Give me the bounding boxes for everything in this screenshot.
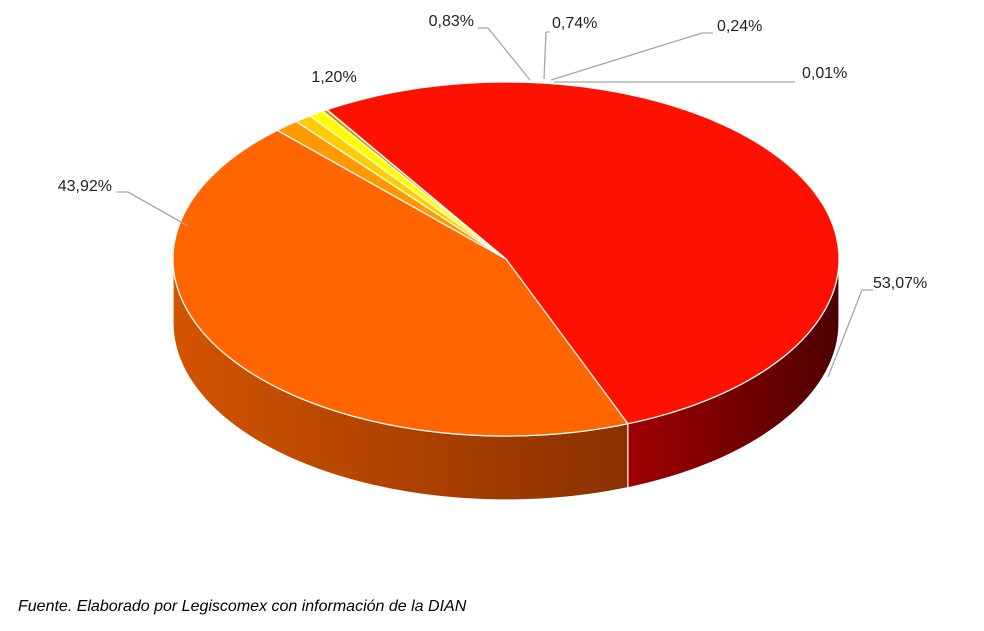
slice-label-7: 0,01% <box>802 65 847 82</box>
leader-line-5 <box>543 31 550 80</box>
slice-label-3: 1,20% <box>311 69 356 86</box>
pie-slice-2 <box>172 129 629 437</box>
source-note: Fuente. Elaborado por Legiscomex con inf… <box>18 598 467 615</box>
pie-tops <box>172 81 840 437</box>
pie-slice-7 <box>326 109 507 260</box>
slice-label-5: 0,74% <box>552 15 597 32</box>
leader-line-4 <box>478 27 531 81</box>
pie-labels: 53,07% 43,92% 1,20% 0,83% 0,74% 0,24% 0,01% <box>58 13 928 292</box>
leader-line-6 <box>550 32 713 81</box>
leader-line-2 <box>116 191 189 227</box>
pie-leaders <box>116 27 873 378</box>
slice-label-2: 43,92% <box>58 178 112 195</box>
leader-line-1 <box>827 289 873 378</box>
slice-label-4: 0,83% <box>429 13 474 30</box>
slice-label-6: 0,24% <box>717 18 762 35</box>
pie-slice-1 <box>326 81 840 425</box>
slice-label-1: 53,07% <box>873 275 927 292</box>
